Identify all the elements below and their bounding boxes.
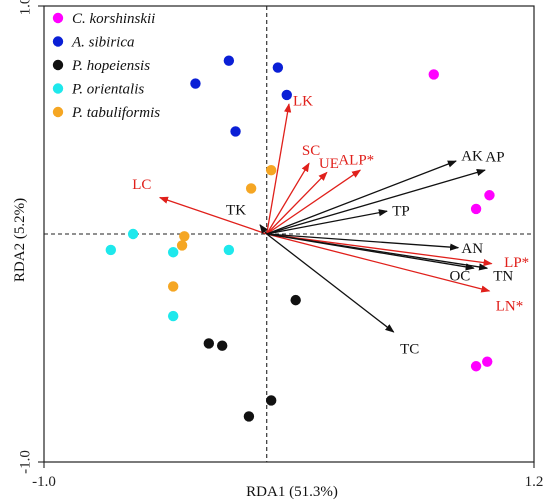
- vector-arrow-sc: [266, 162, 310, 235]
- vector-arrow-an: [266, 233, 460, 251]
- x-axis-title: RDA1 (51.3%): [246, 484, 338, 500]
- vector-label-ue: UE: [319, 156, 339, 172]
- legend-marker-a-sibirica: [52, 36, 64, 47]
- vector-label-sc: SC: [302, 143, 320, 159]
- point-p-tabuliformis: [179, 231, 190, 242]
- point-p-tabuliformis: [176, 240, 188, 251]
- vector-arrow-alp: [266, 169, 362, 235]
- legend-label-a-sibirica: A. sibirica: [71, 35, 135, 51]
- legend-label-p-tabuliformis: P. tabuliformis: [71, 105, 160, 121]
- vector-arrow-ak: [266, 160, 457, 235]
- legend-label-p-orientalis: P. orientalis: [71, 82, 144, 98]
- vector-label-oc: OC: [449, 269, 470, 285]
- point-a-sibirica: [190, 78, 201, 89]
- point-c-korshinskii: [482, 356, 493, 367]
- vector-arrow-ap: [266, 168, 486, 235]
- vector-label-lc: LC: [132, 177, 151, 193]
- vector-label-tc: TC: [400, 341, 419, 357]
- point-a-sibirica: [223, 55, 235, 66]
- vector-label-lk: LK: [293, 93, 313, 109]
- vector-arrow-oc: [266, 233, 475, 271]
- vector-arrow-ue: [266, 171, 328, 235]
- vector-label-ak: AK: [461, 148, 483, 164]
- x-tick-label: 1.2: [525, 474, 544, 490]
- point-c-korshinskii: [484, 190, 495, 201]
- vector-label-tk: TK: [226, 202, 246, 218]
- point-c-korshinskii: [470, 203, 482, 215]
- vector-arrow-lp: [266, 233, 493, 267]
- point-p-hopeiensis: [203, 338, 215, 349]
- point-p-hopeiensis: [265, 395, 277, 406]
- vector-label-lp: LP*: [504, 255, 529, 271]
- point-p-hopeiensis: [216, 340, 228, 351]
- vector-arrow-tp: [266, 209, 388, 235]
- legend-label-c-korshinskii: C. korshinskii: [72, 11, 155, 27]
- axis-ticks: -1.0 1.2 1.0 -1.0: [17, 0, 543, 490]
- legend-marker-c-korshinskii: [52, 12, 64, 24]
- vector-label-an: AN: [461, 241, 483, 257]
- point-p-orientalis: [167, 310, 179, 322]
- y-tick-label: 1.0: [17, 0, 33, 15]
- vector-arrow-ln: [266, 233, 491, 293]
- y-axis-title: RDA2 (5.2%): [12, 198, 28, 282]
- point-p-hopeiensis: [290, 294, 301, 306]
- zero-lines: [44, 6, 534, 462]
- point-a-sibirica: [230, 126, 241, 137]
- legend-marker-p-orientalis: [52, 83, 64, 94]
- vector-arrow-lk: [266, 103, 292, 235]
- vector-label-tp: TP: [392, 204, 410, 220]
- point-p-orientalis: [127, 228, 139, 240]
- legend-marker-p-tabuliformis: [52, 106, 64, 118]
- point-a-sibirica: [272, 62, 284, 73]
- vector-arrow-lc: [158, 196, 267, 235]
- point-p-tabuliformis: [265, 164, 277, 176]
- point-p-orientalis: [223, 244, 235, 256]
- vector-arrow-tk: [259, 224, 268, 235]
- legend-marker-p-hopeiensis: [52, 59, 64, 71]
- point-p-tabuliformis: [245, 183, 257, 194]
- point-p-hopeiensis: [243, 411, 255, 422]
- vector-arrow-tc: [266, 233, 395, 333]
- vector-label-tn: TN: [493, 269, 513, 285]
- legend: C. korshinskii A. sibirica P. hopeiensis P.…: [52, 11, 160, 121]
- point-c-korshinskii: [470, 361, 482, 372]
- point-p-orientalis: [167, 247, 179, 258]
- vector-label-ap: AP: [485, 150, 504, 166]
- point-c-korshinskii: [428, 69, 439, 80]
- point-p-tabuliformis: [167, 281, 179, 292]
- y-tick-label: -1.0: [17, 450, 33, 474]
- vector-label-alp: ALP*: [338, 153, 374, 169]
- legend-label-p-hopeiensis: P. hopeiensis: [71, 58, 150, 74]
- point-p-orientalis: [105, 244, 117, 256]
- vector-label-ln: LN*: [496, 298, 524, 314]
- x-tick-label: -1.0: [32, 474, 56, 490]
- scatter-points: [105, 55, 495, 422]
- point-a-sibirica: [281, 89, 292, 101]
